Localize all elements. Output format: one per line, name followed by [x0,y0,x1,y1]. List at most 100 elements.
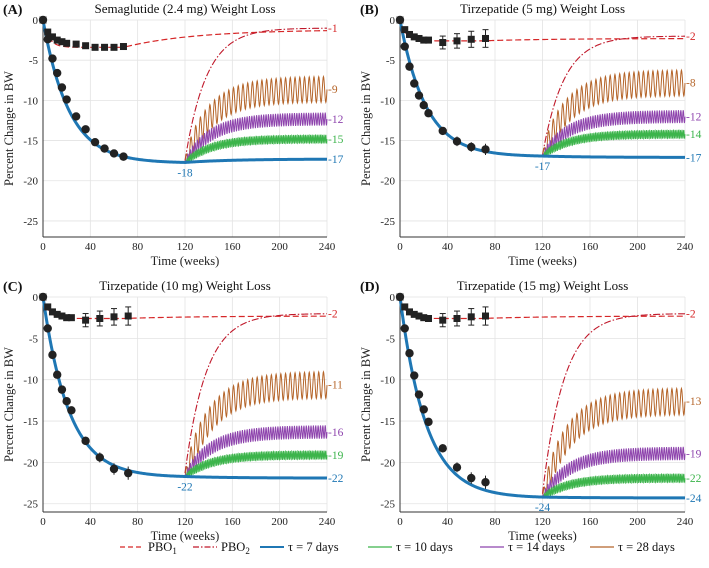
y-tick-label: 0 [33,292,39,304]
x-tick-label: 160 [224,241,241,253]
x-axis-label: Time (weeks) [508,529,577,543]
chart-title: Tirzepatide (10 mg) Weight Loss [99,278,271,293]
placebo-point [82,316,90,324]
placebo-point [467,313,475,321]
placebo-point [72,40,80,48]
end-value-label: -17 [686,152,702,164]
panel-label: (B) [360,3,379,18]
tau7-line [398,296,685,500]
treatment-point [43,324,52,333]
nadir-value-label: -18 [177,167,193,179]
treatment-point [81,125,90,134]
treatment-point [438,444,447,453]
tau28-line [184,370,328,477]
placebo-point [48,33,56,41]
panel-label: (A) [3,3,23,18]
treatment-point [81,436,90,446]
y-tick-label: 0 [390,292,396,304]
y-tick-label: -20 [380,457,395,469]
treatment-point [405,349,414,358]
legend-label-text: τ = 28 days [618,540,675,554]
legend-label-subscript: 1 [172,546,177,556]
y-tick-label: -15 [380,416,395,428]
chart-title: Semaglutide (2.4 mg) Weight Loss [94,1,275,16]
placebo-point [96,315,104,322]
y-tick-label: -5 [29,55,39,67]
x-tick-label: 120 [534,516,551,528]
y-tick-label: -5 [386,333,396,345]
placebo-point [401,26,409,34]
placebo-point [415,34,423,42]
treatment-point [38,292,48,302]
chart-title: Tirzepatide (15 mg) Weight Loss [457,278,629,293]
y-tick-label: -20 [23,176,38,188]
x-tick-label: 240 [319,241,336,253]
placebo-point [406,308,413,316]
treatment-point [405,62,414,71]
x-tick-label: 120 [177,516,194,528]
treatment-point [400,324,409,333]
placebo-point [420,314,428,322]
x-tick-label: 80 [132,241,144,253]
tau7-line [41,19,327,164]
tau7-line [398,19,685,159]
treatment-point [53,68,62,78]
tau7-line [41,296,328,480]
placebo-point [406,30,413,38]
legend: PBO1 PBO2 τ = 7 days τ = 10 days τ = 14 days… [120,540,675,556]
treatment-point [414,390,424,399]
x-axis-label: Time (weeks) [151,529,220,543]
y-tick-label: -25 [23,499,38,511]
treatment-point [109,464,119,474]
treatment-point [414,91,424,100]
tau10-line [542,472,686,500]
treatment-point [410,79,419,88]
y-axis-label: Percent Change in BW [359,347,373,462]
treatment-point [395,292,405,302]
tau10-line [184,133,328,164]
end-value-label: -2 [686,31,696,43]
treatment-point [90,137,100,147]
end-value-label: -24 [686,493,702,505]
placebo-point [67,314,75,322]
treatment-point [467,473,476,483]
treatment-point [67,406,76,415]
treatment-point [452,463,462,472]
treatment-point [57,385,67,394]
y-tick-label: -10 [23,375,38,387]
treatment-point [400,42,409,51]
nadir-value-label: -17 [535,161,551,173]
legend-label-text: τ = 10 days [396,540,453,554]
treatment-point [43,35,52,44]
placebo-point [63,39,71,47]
pbo2-line [541,313,686,494]
y-tick-label: -10 [380,95,395,107]
legend-label-tau10: τ = 10 days [396,540,453,554]
treatment-point [109,149,119,158]
legend-label-pbo1: PBO1 [148,540,177,556]
treatment-point [119,152,128,161]
legend-label-tau7: τ = 7 days [288,540,339,554]
treatment-point [124,468,133,478]
x-tick-label: 160 [224,516,241,528]
legend-label-pbo2: PBO2 [221,540,250,556]
end-value-label: -15 [328,134,344,146]
placebo-point [410,33,418,41]
placebo-point [420,36,428,44]
end-value-label: -19 [328,450,344,462]
treatment-point [481,478,490,487]
x-tick-label: 200 [271,516,288,528]
legend-label-text: PBO [148,540,172,554]
placebo-point [453,315,461,322]
end-value-label: -17 [328,154,344,166]
x-tick-label: 0 [40,516,46,528]
end-value-label: -16 [328,427,344,439]
placebo-point [124,312,132,320]
end-value-label: -13 [686,396,702,408]
pbo2-line [541,35,685,156]
placebo-point [110,43,118,51]
treatment-point [62,95,71,104]
y-axis-label: Percent Change in BW [2,71,16,186]
x-tick-label: 0 [40,241,46,253]
y-axis-label: Percent Change in BW [359,71,373,186]
